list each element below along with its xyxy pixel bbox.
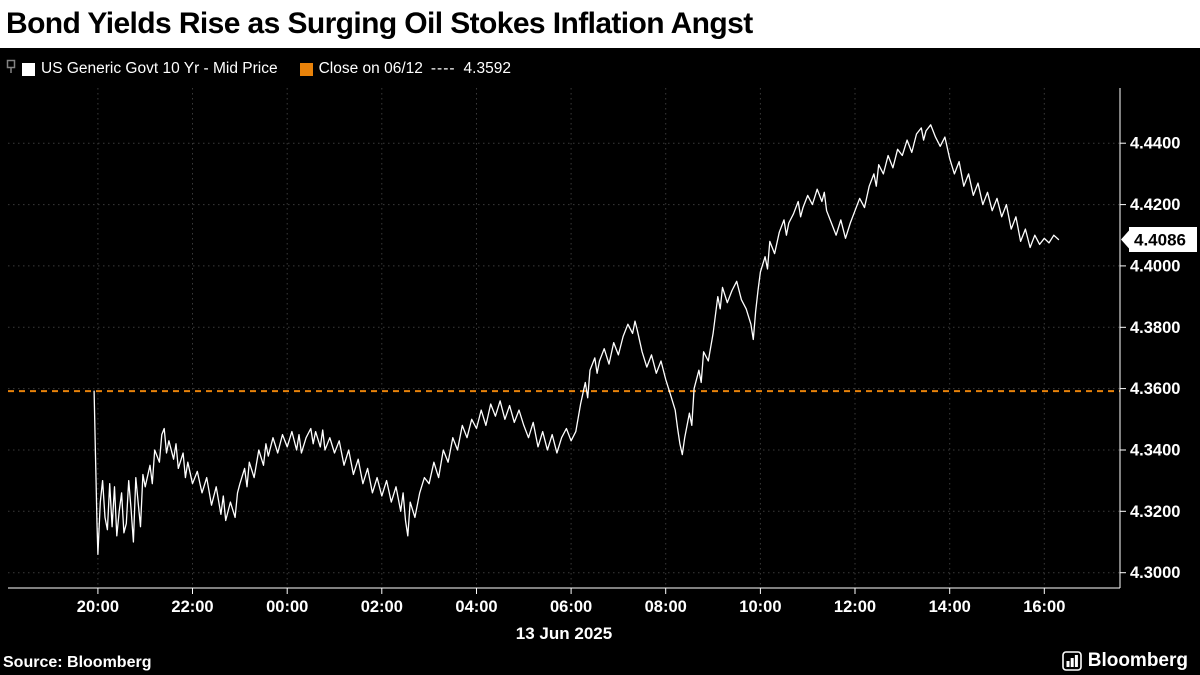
close-legend-label: Close on 06/12 <box>318 60 423 77</box>
x-axis-date-label: 13 Jun 2025 <box>516 624 612 643</box>
price-line-series <box>93 124 1060 555</box>
x-tick-label: 04:00 <box>455 598 497 616</box>
y-tick-label: 4.4000 <box>1130 257 1180 275</box>
bloomberg-logo: Bloomberg <box>1061 650 1188 672</box>
source-credit: Source: Bloomberg <box>3 654 152 671</box>
price-chart[interactable]: 20:00 22:00 00:00 02:00 04:00 06:00 08:00 10:00… <box>0 88 1200 648</box>
y-tick-label: 4.4400 <box>1130 135 1180 153</box>
last-price-label: 4.4086 <box>1134 231 1186 250</box>
bloomberg-logo-icon <box>1061 651 1082 671</box>
legend-key-icon[interactable] <box>6 59 16 79</box>
x-tick-label: 16:00 <box>1023 598 1065 616</box>
x-tick-label: 06:00 <box>550 598 592 616</box>
x-tick-label: 00:00 <box>266 598 308 616</box>
x-tick-label: 14:00 <box>929 598 971 616</box>
page-title: Bond Yields Rise as Surging Oil Stokes I… <box>0 0 1200 48</box>
y-tick-label: 4.4200 <box>1130 196 1180 214</box>
x-tick-label: 22:00 <box>171 598 213 616</box>
y-tick-label: 4.3800 <box>1130 319 1180 337</box>
x-tick-label: 20:00 <box>77 598 119 616</box>
x-tick-label: 02:00 <box>361 598 403 616</box>
x-tick-label: 08:00 <box>645 598 687 616</box>
series-swatch-icon <box>22 62 35 76</box>
x-tick-label: 10:00 <box>739 598 781 616</box>
close-swatch-icon <box>299 62 313 76</box>
legend: US Generic Govt 10 Yr - Mid Price Close … <box>6 57 511 81</box>
bloomberg-logo-text: Bloomberg <box>1087 650 1188 671</box>
x-tick-label: 12:00 <box>834 598 876 616</box>
y-tick-label: 4.3000 <box>1130 564 1180 582</box>
y-tick-label: 4.3400 <box>1130 442 1180 460</box>
close-legend-value: 4.3592 <box>463 60 511 77</box>
close-legend-dashes: ---- <box>430 60 456 77</box>
series-legend-label: US Generic Govt 10 Yr - Mid Price <box>41 60 278 77</box>
y-tick-label: 4.3200 <box>1130 503 1180 521</box>
y-tick-label: 4.3600 <box>1130 380 1180 398</box>
last-price-tag <box>1121 227 1197 252</box>
